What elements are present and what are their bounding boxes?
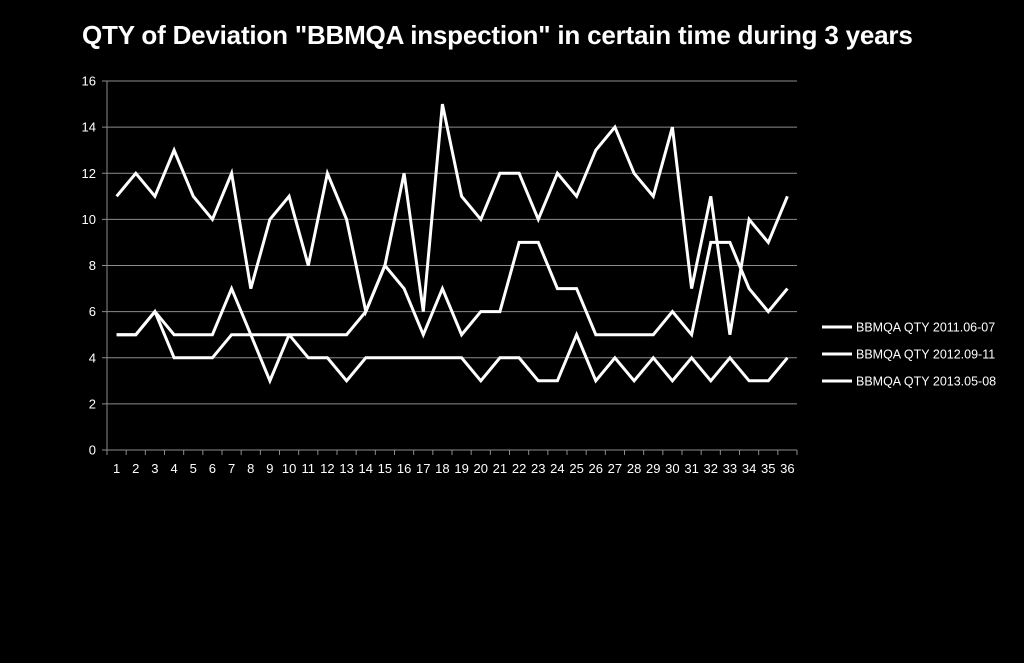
x-tick-label: 20 <box>474 461 488 476</box>
legend-label: BBMQA QTY 2011.06-07 <box>856 321 995 335</box>
x-tick-label: 28 <box>627 461 641 476</box>
x-tick-label: 8 <box>247 461 254 476</box>
x-tick-label: 35 <box>761 461 775 476</box>
legend-label: BBMQA QTY 2012.09-11 <box>856 348 995 362</box>
x-tick-label: 31 <box>684 461 698 476</box>
x-tick-label: 4 <box>170 461 177 476</box>
y-tick-label: 12 <box>82 166 96 181</box>
x-tick-label: 25 <box>569 461 583 476</box>
series-line-2 <box>116 240 789 385</box>
x-tick-label: 23 <box>531 461 545 476</box>
series-line-3 <box>116 308 789 384</box>
x-tick-label: 10 <box>282 461 296 476</box>
x-tick-label: 27 <box>608 461 622 476</box>
x-tick-label: 9 <box>266 461 273 476</box>
x-tick-label: 1 <box>113 461 120 476</box>
x-tick-label: 14 <box>359 461 373 476</box>
x-tick-label: 22 <box>512 461 526 476</box>
y-tick-label: 4 <box>89 350 96 365</box>
y-tick-label: 16 <box>82 74 96 89</box>
x-tick-label: 24 <box>550 461 564 476</box>
x-tick-label: 33 <box>723 461 737 476</box>
x-tick-label: 13 <box>339 461 353 476</box>
x-tick-label: 26 <box>589 461 603 476</box>
y-tick-label: 8 <box>89 258 96 273</box>
x-tick-label: 34 <box>742 461 756 476</box>
x-tick-label: 12 <box>320 461 334 476</box>
x-tick-label: 7 <box>228 461 235 476</box>
x-tick-label: 18 <box>435 461 449 476</box>
y-tick-labels: 0 2 4 6 8 10 12 14 16 <box>82 74 96 458</box>
axes <box>102 80 798 455</box>
chart-title: QTY of Deviation "BBMQA inspection" in c… <box>82 20 913 50</box>
y-tick-label: 10 <box>82 212 96 227</box>
series-line-1 <box>115 103 789 335</box>
x-tick-label: 5 <box>190 461 197 476</box>
y-tick-label: 6 <box>89 304 96 319</box>
x-tick-label: 15 <box>378 461 392 476</box>
x-tick-label: 19 <box>454 461 468 476</box>
x-tick-label: 16 <box>397 461 411 476</box>
x-tick-label: 11 <box>302 461 316 476</box>
y-tick-label: 0 <box>89 443 96 458</box>
x-tick-label: 21 <box>493 461 507 476</box>
x-tick-label: 2 <box>132 461 139 476</box>
legend-label: BBMQA QTY 2013.05-08 <box>856 375 996 389</box>
legend: BBMQA QTY 2011.06-07 BBMQA QTY 2012.09-11… <box>822 321 996 389</box>
x-tick-labels: 1 2 3 4 5 6 7 8 9 10 11 12 13 14 15 16 17 18 19 20 21 22 23 24 2… <box>113 461 795 476</box>
y-tick-label: 2 <box>89 396 96 411</box>
y-tick-label: 14 <box>82 120 96 135</box>
x-tick-label: 6 <box>209 461 216 476</box>
x-tick-label: 29 <box>646 461 660 476</box>
x-tick-label: 36 <box>780 461 794 476</box>
gridlines <box>107 80 797 405</box>
x-tick-label: 30 <box>665 461 679 476</box>
x-tick-label: 17 <box>416 461 430 476</box>
x-tick-label: 32 <box>704 461 718 476</box>
x-tick-label: 3 <box>151 461 158 476</box>
series-lines <box>115 103 789 385</box>
